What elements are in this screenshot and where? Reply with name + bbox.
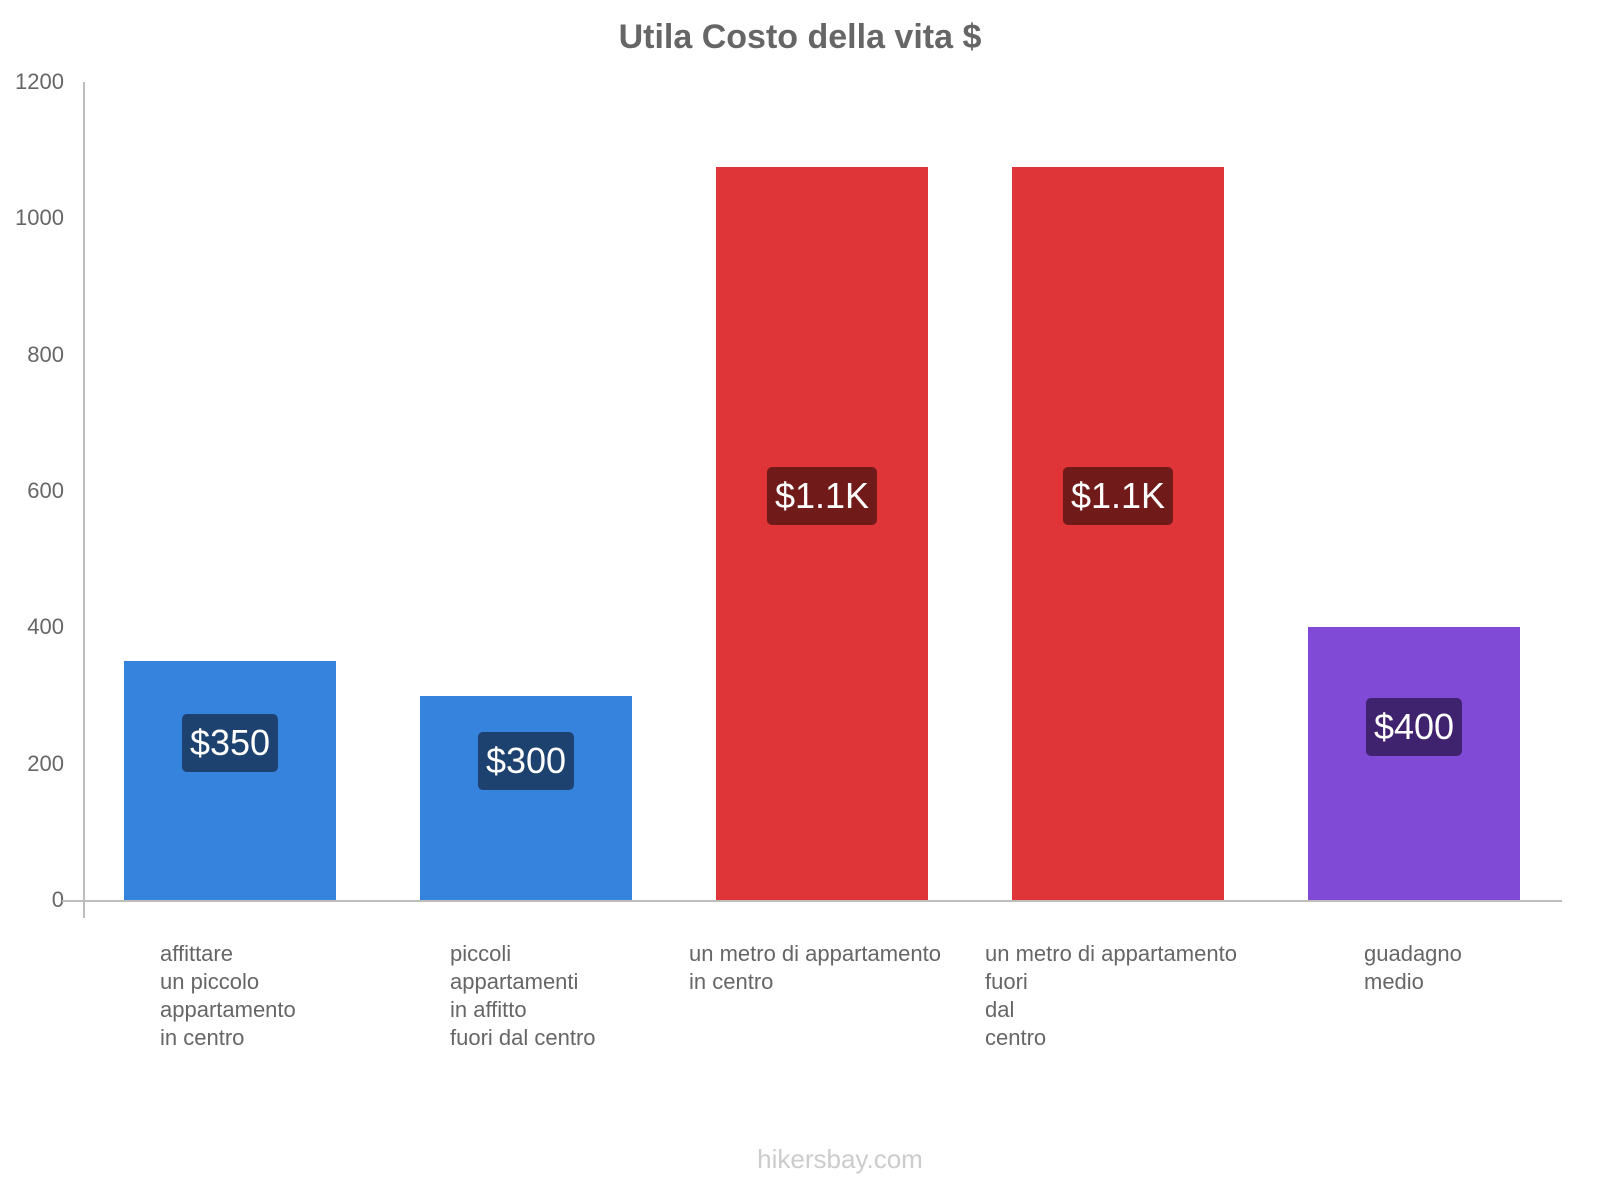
bar: $1.1K — [1012, 167, 1224, 900]
bar: $300 — [420, 695, 632, 900]
x-axis-category-label: un metro di appartamento fuori dal centr… — [985, 941, 1237, 1050]
bar-value-label: $1.1K — [1062, 466, 1174, 525]
bar-value-label: $350 — [181, 713, 279, 772]
bar-value-label: $1.1K — [766, 466, 878, 525]
y-axis-line — [83, 82, 85, 918]
x-axis-line — [62, 900, 1562, 902]
chart-title: Utila Costo della vita $ — [618, 18, 982, 56]
y-tick-label: 1200 — [15, 69, 64, 94]
y-tick-label: 400 — [27, 614, 64, 640]
bar: $1.1K — [716, 167, 928, 900]
x-axis-category-label: guadagno medio — [1364, 941, 1462, 994]
y-tick-label: 1000 — [15, 205, 64, 231]
y-tick-label: 0 — [51, 887, 64, 912]
bar: $400 — [1308, 627, 1520, 900]
y-tick-label: 600 — [27, 478, 64, 503]
x-axis-category-label: piccoli appartamenti in affitto fuori da… — [450, 941, 596, 1050]
x-axis-category-label: un metro di appartamento in centro — [689, 941, 941, 994]
bar-value-label: $400 — [1365, 697, 1463, 756]
x-axis-category-label: affittare un piccolo appartamento in cen… — [160, 941, 296, 1050]
bar-value-label: $300 — [477, 732, 575, 790]
watermark-footer: hikersbay.com — [757, 1144, 923, 1174]
bar: $350 — [124, 661, 336, 900]
y-tick-label: 200 — [27, 750, 64, 776]
y-tick-label: 800 — [27, 341, 64, 367]
